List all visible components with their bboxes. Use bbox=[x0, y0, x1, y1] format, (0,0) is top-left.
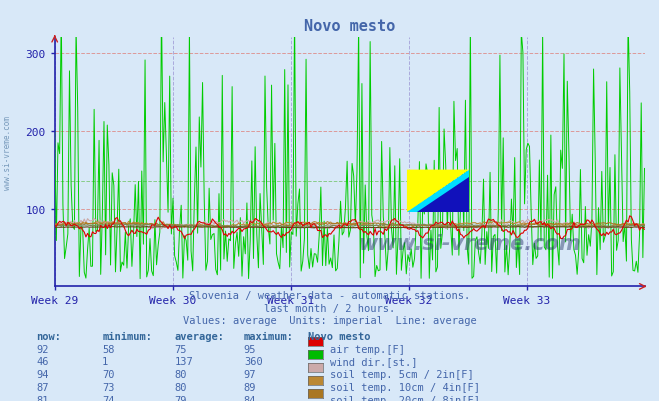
Text: 80: 80 bbox=[175, 382, 187, 392]
Text: 1: 1 bbox=[102, 356, 108, 367]
Text: 92: 92 bbox=[36, 344, 49, 354]
Text: 97: 97 bbox=[244, 369, 256, 379]
Polygon shape bbox=[407, 170, 469, 213]
Text: soil temp. 10cm / 4in[F]: soil temp. 10cm / 4in[F] bbox=[330, 382, 480, 392]
Text: Novo mesto: Novo mesto bbox=[308, 331, 371, 341]
Text: 46: 46 bbox=[36, 356, 49, 367]
Text: 95: 95 bbox=[244, 344, 256, 354]
Text: 94: 94 bbox=[36, 369, 49, 379]
Text: last month / 2 hours.: last month / 2 hours. bbox=[264, 303, 395, 313]
Polygon shape bbox=[407, 170, 469, 213]
Text: now:: now: bbox=[36, 331, 61, 341]
Text: soil temp. 20cm / 8in[F]: soil temp. 20cm / 8in[F] bbox=[330, 395, 480, 401]
Text: 75: 75 bbox=[175, 344, 187, 354]
Text: wind dir.[st.]: wind dir.[st.] bbox=[330, 356, 417, 367]
Text: 89: 89 bbox=[244, 382, 256, 392]
Text: 360: 360 bbox=[244, 356, 262, 367]
Text: Values: average  Units: imperial  Line: average: Values: average Units: imperial Line: av… bbox=[183, 315, 476, 325]
Text: minimum:: minimum: bbox=[102, 331, 152, 341]
Text: average:: average: bbox=[175, 331, 225, 341]
Text: 137: 137 bbox=[175, 356, 193, 367]
Polygon shape bbox=[416, 178, 469, 213]
Text: www.si-vreme.com: www.si-vreme.com bbox=[3, 115, 13, 189]
Text: soil temp. 5cm / 2in[F]: soil temp. 5cm / 2in[F] bbox=[330, 369, 473, 379]
Text: 84: 84 bbox=[244, 395, 256, 401]
Title: Novo mesto: Novo mesto bbox=[304, 19, 395, 34]
Text: www.si-vreme.com: www.si-vreme.com bbox=[358, 233, 581, 253]
Text: maximum:: maximum: bbox=[244, 331, 294, 341]
Text: 81: 81 bbox=[36, 395, 49, 401]
Text: Slovenia / weather data - automatic stations.: Slovenia / weather data - automatic stat… bbox=[189, 291, 470, 301]
Text: air temp.[F]: air temp.[F] bbox=[330, 344, 405, 354]
Text: 87: 87 bbox=[36, 382, 49, 392]
Text: 80: 80 bbox=[175, 369, 187, 379]
Text: 79: 79 bbox=[175, 395, 187, 401]
Text: 70: 70 bbox=[102, 369, 115, 379]
Text: 58: 58 bbox=[102, 344, 115, 354]
Text: 74: 74 bbox=[102, 395, 115, 401]
Text: 73: 73 bbox=[102, 382, 115, 392]
